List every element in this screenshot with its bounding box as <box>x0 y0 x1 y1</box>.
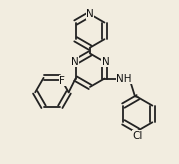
Text: N: N <box>71 57 78 67</box>
Text: Cl: Cl <box>133 131 143 141</box>
Text: F: F <box>59 76 65 86</box>
Text: N: N <box>86 9 94 19</box>
Text: N: N <box>101 57 109 67</box>
Text: NH: NH <box>116 74 132 84</box>
